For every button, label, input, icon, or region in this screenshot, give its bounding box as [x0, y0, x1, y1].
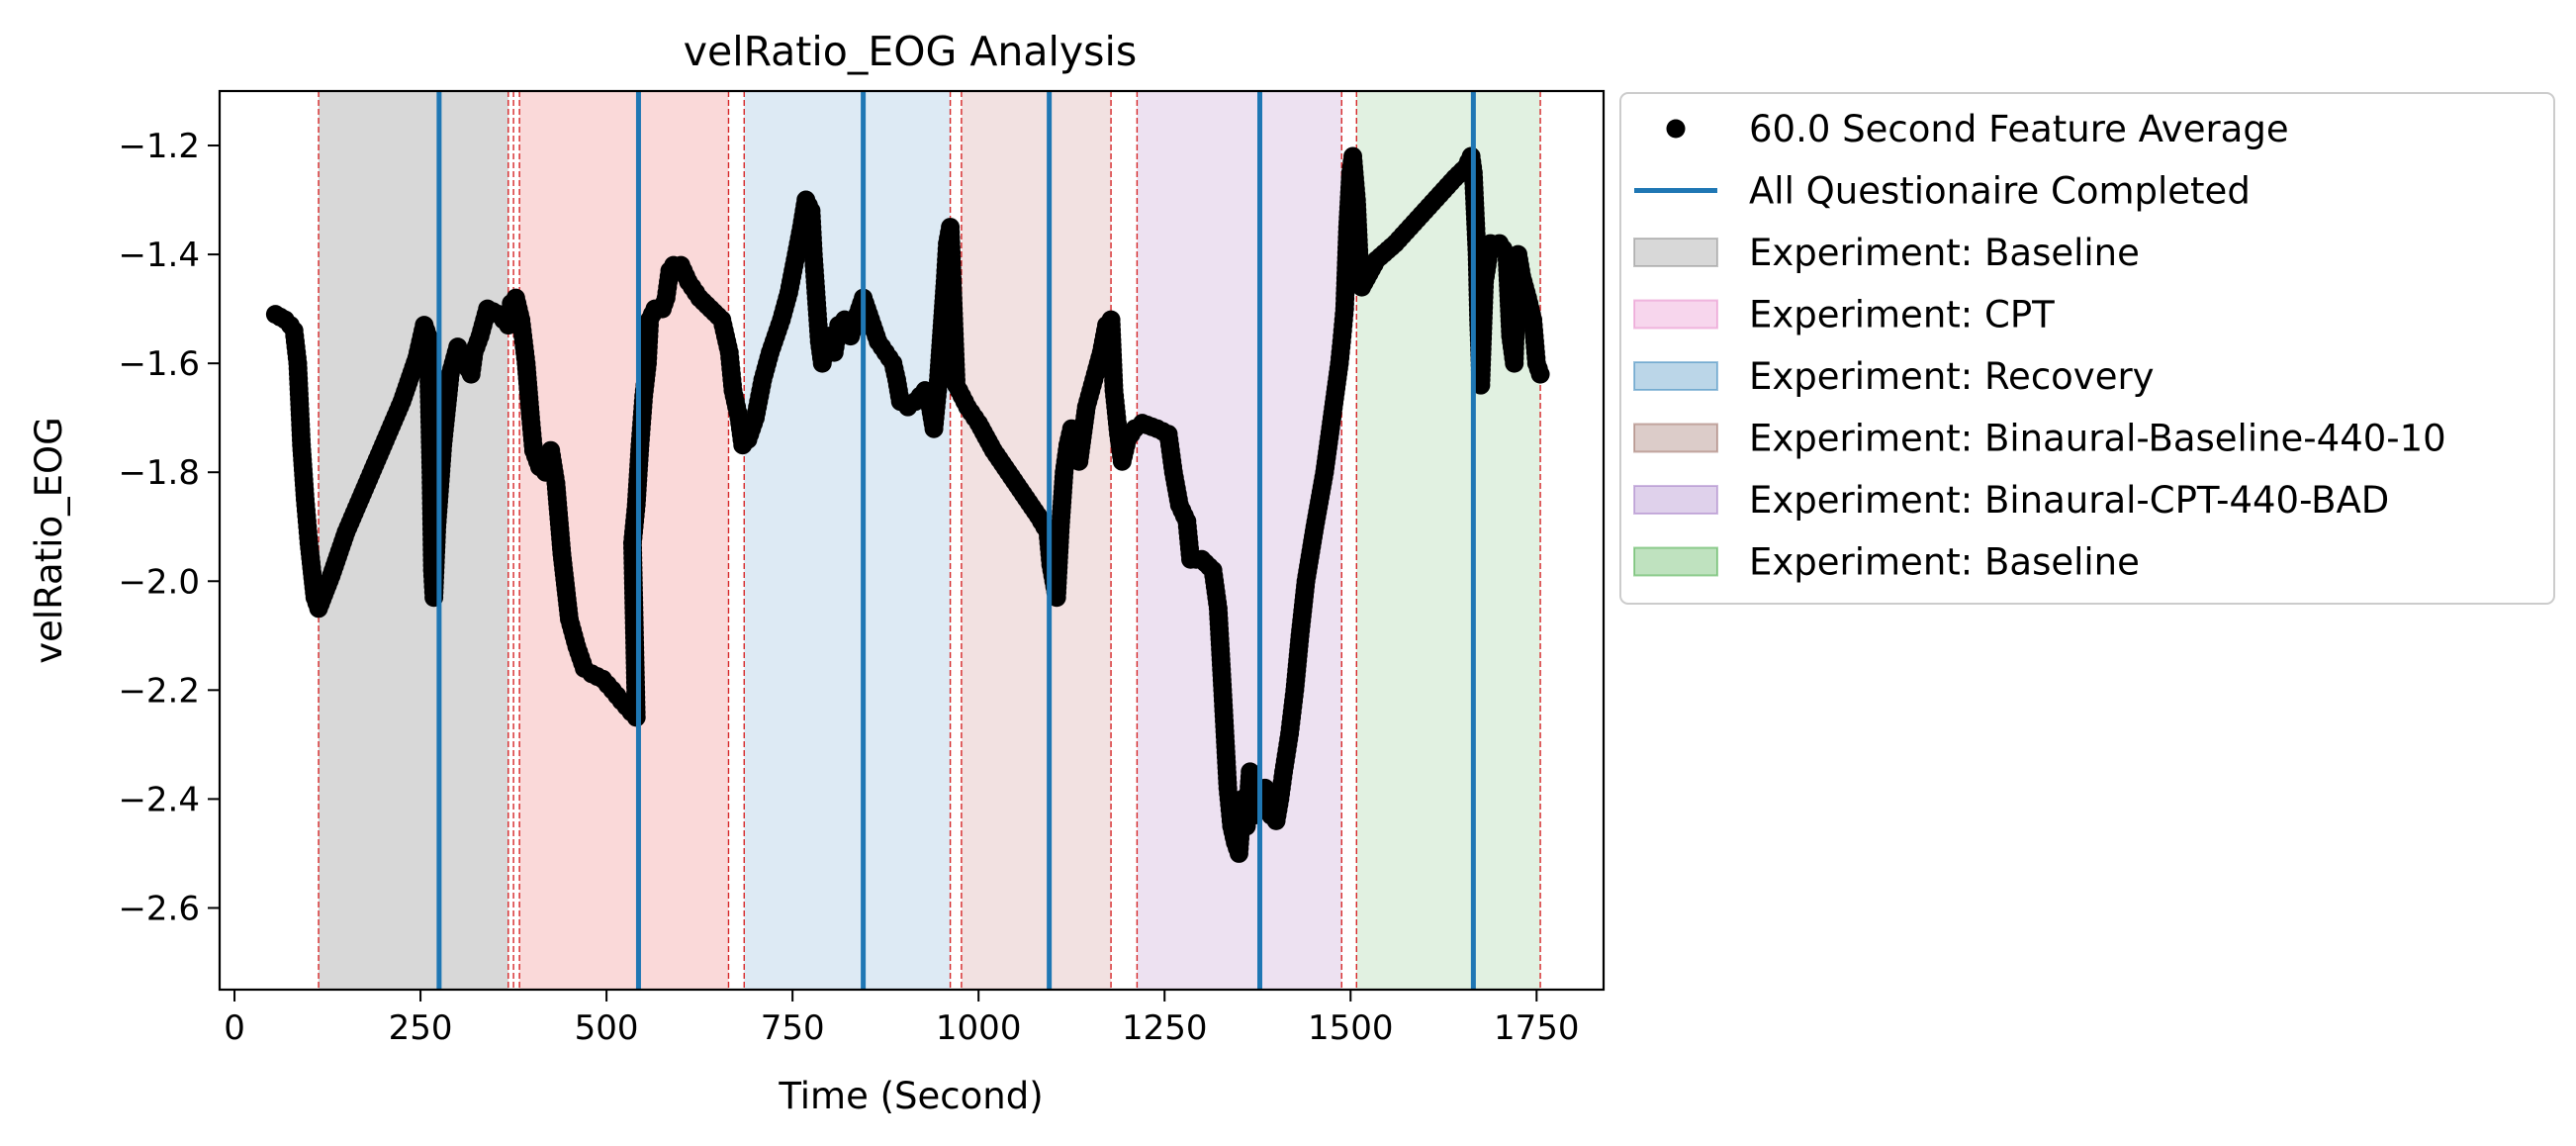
- legend-label: Experiment: Baseline: [1749, 232, 2140, 274]
- legend: 60.0 Second Feature Average All Questiona…: [1619, 92, 2555, 605]
- x-tick-label: 1000: [936, 1008, 1022, 1048]
- experiment-region-5: [1356, 91, 1541, 990]
- x-tick-label: 1250: [1122, 1008, 1208, 1048]
- feature-average-points: [265, 146, 1550, 863]
- legend-patch-icon: [1633, 238, 1718, 267]
- y-tick-label: −1.8: [118, 453, 200, 493]
- plot-area: [265, 91, 1550, 990]
- experiment-region-2: [744, 91, 951, 990]
- legend-label: Experiment: Recovery: [1749, 355, 2155, 398]
- y-tick-label: −2.4: [118, 780, 200, 819]
- y-tick-label: −1.4: [118, 236, 200, 275]
- legend-label: All Questionaire Completed: [1749, 170, 2251, 213]
- x-tick-label: 1750: [1494, 1008, 1580, 1048]
- questionnaire-lines: [436, 91, 1476, 990]
- legend-box: [1619, 92, 2555, 605]
- y-tick-label: −2.6: [118, 889, 200, 928]
- y-tick-label: −1.2: [118, 127, 200, 166]
- y-axis-ticks: −1.2 −1.4 −1.6 −1.8 −2.0 −2.2 −2.4 −2.6: [118, 127, 220, 928]
- y-axis-label: velRatio_EOG: [28, 417, 70, 664]
- x-tick-label: 250: [389, 1008, 453, 1048]
- x-tick-label: 500: [575, 1008, 639, 1048]
- legend-label: Experiment: Binaural-CPT-440-BAD: [1749, 479, 2389, 522]
- legend-label: Experiment: Binaural-Baseline-440-10: [1749, 418, 2446, 460]
- x-tick-label: 1500: [1308, 1008, 1394, 1048]
- legend-label: Experiment: Baseline: [1749, 541, 2140, 584]
- legend-patch-icon: [1633, 423, 1718, 453]
- legend-marker-icon: [1666, 119, 1686, 139]
- x-tick-label: 750: [761, 1008, 825, 1048]
- legend-patch-icon: [1633, 361, 1718, 391]
- x-axis-ticks: 0 250 500 750 1000 1250 1500 1750: [224, 990, 1580, 1048]
- axes-frame: [218, 89, 1606, 992]
- chart-title: velRatio_EOG Analysis: [684, 28, 1138, 75]
- legend-patch-icon: [1633, 299, 1718, 330]
- y-tick-label: −2.2: [118, 671, 200, 711]
- y-tick-label: −1.6: [118, 344, 200, 384]
- experiment-region-3: [961, 91, 1112, 990]
- x-tick-label: 0: [224, 1008, 245, 1048]
- legend-items: 60.0 Second Feature Average All Questiona…: [1633, 108, 2446, 584]
- y-tick-label: −2.0: [118, 562, 200, 602]
- legend-patch-icon: [1633, 485, 1718, 515]
- x-axis-label: Time (Second): [778, 1075, 1043, 1117]
- legend-label: 60.0 Second Feature Average: [1749, 108, 2289, 150]
- region-boundary-lines: [318, 91, 1541, 990]
- legend-label: Experiment: CPT: [1749, 294, 2055, 336]
- data-point: [1530, 364, 1550, 384]
- legend-patch-icon: [1633, 546, 1718, 577]
